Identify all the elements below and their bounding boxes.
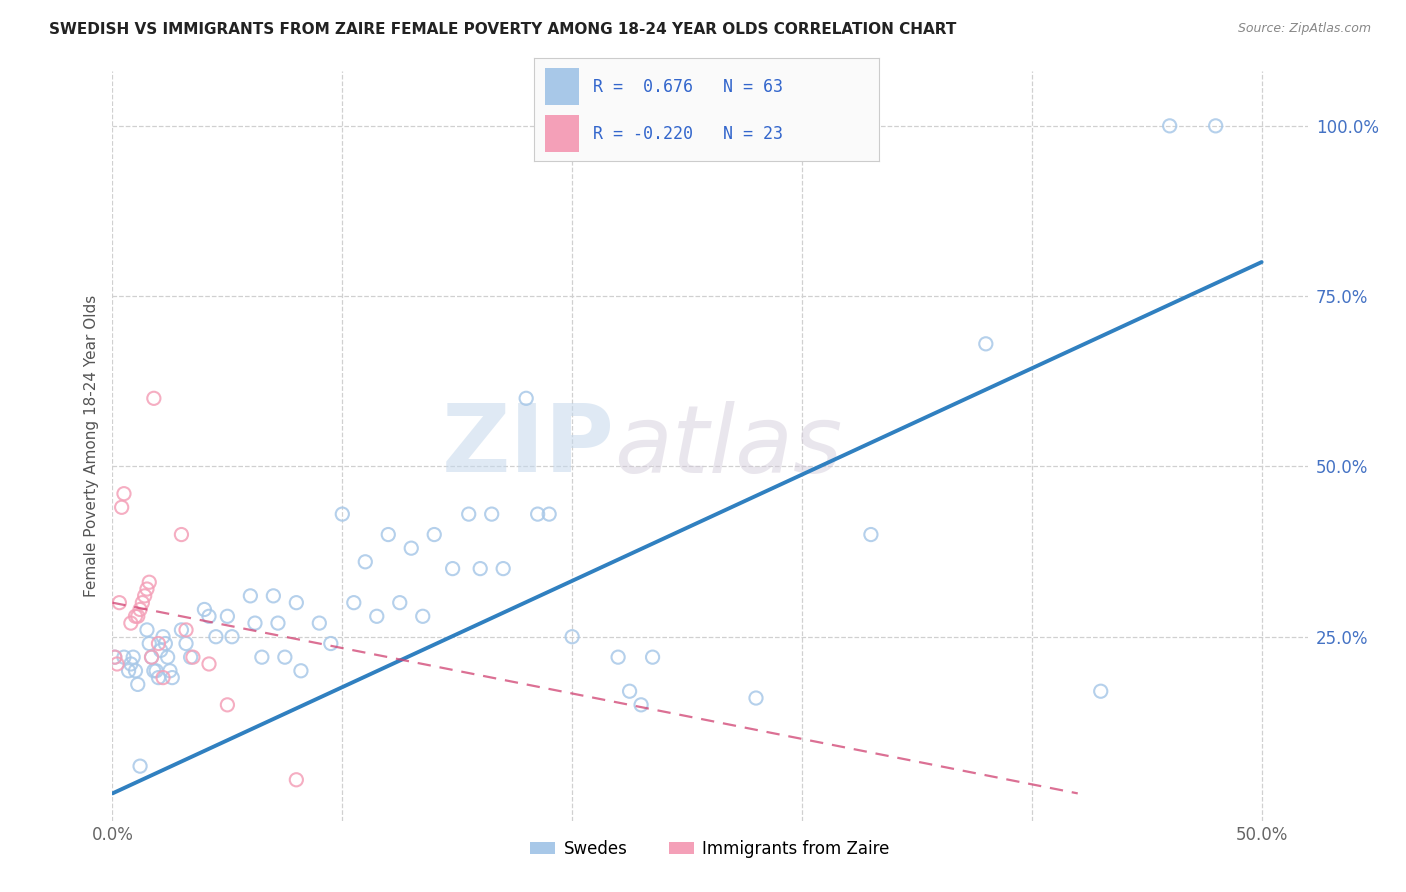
- Point: [180, 650, 202, 665]
- Point: [138, 575, 160, 590]
- Point: [1159, 119, 1181, 133]
- Point: [120, 616, 142, 631]
- Point: [343, 596, 366, 610]
- Point: [221, 630, 243, 644]
- Point: [138, 636, 160, 650]
- Point: [619, 684, 641, 698]
- Point: [457, 507, 479, 521]
- Point: [152, 671, 174, 685]
- Point: [538, 507, 561, 521]
- Point: [561, 630, 583, 644]
- Text: ZIP: ZIP: [441, 400, 614, 492]
- Point: [388, 596, 411, 610]
- Point: [142, 664, 165, 678]
- Point: [239, 589, 262, 603]
- Point: [156, 650, 179, 665]
- Point: [193, 602, 215, 616]
- Point: [526, 507, 548, 521]
- Point: [423, 527, 446, 541]
- Point: [285, 772, 308, 787]
- Point: [441, 561, 464, 575]
- Point: [131, 596, 153, 610]
- Point: [181, 650, 204, 665]
- Point: [412, 609, 434, 624]
- Point: [515, 392, 537, 406]
- Point: [401, 541, 423, 556]
- Point: [290, 664, 312, 678]
- Point: [745, 691, 768, 706]
- Point: [366, 609, 388, 624]
- Point: [112, 650, 135, 665]
- Point: [630, 698, 652, 712]
- Text: atlas: atlas: [614, 401, 842, 491]
- Point: [152, 630, 174, 644]
- Point: [117, 664, 139, 678]
- Point: [859, 527, 882, 541]
- Point: [607, 650, 630, 665]
- Point: [129, 759, 152, 773]
- Point: [470, 561, 492, 575]
- FancyBboxPatch shape: [544, 115, 579, 153]
- Point: [148, 671, 170, 685]
- Point: [285, 596, 308, 610]
- Point: [205, 630, 228, 644]
- Point: [974, 336, 997, 351]
- Point: [319, 636, 342, 650]
- FancyBboxPatch shape: [544, 69, 579, 105]
- Point: [112, 486, 135, 500]
- Point: [145, 664, 167, 678]
- Point: [108, 596, 131, 610]
- Point: [354, 555, 377, 569]
- Text: Source: ZipAtlas.com: Source: ZipAtlas.com: [1237, 22, 1371, 36]
- Text: SWEDISH VS IMMIGRANTS FROM ZAIRE FEMALE POVERTY AMONG 18-24 YEAR OLDS CORRELATIO: SWEDISH VS IMMIGRANTS FROM ZAIRE FEMALE …: [49, 22, 956, 37]
- Point: [377, 527, 399, 541]
- Point: [148, 636, 170, 650]
- Point: [217, 698, 239, 712]
- Point: [174, 623, 197, 637]
- Point: [159, 664, 181, 678]
- Point: [104, 650, 127, 665]
- Point: [142, 392, 165, 406]
- Point: [243, 616, 266, 631]
- Point: [111, 500, 134, 515]
- Point: [122, 650, 145, 665]
- Point: [141, 650, 163, 665]
- Point: [267, 616, 290, 631]
- Point: [198, 657, 221, 671]
- Point: [127, 609, 149, 624]
- Point: [1205, 119, 1227, 133]
- Point: [250, 650, 273, 665]
- Point: [641, 650, 664, 665]
- Point: [330, 507, 353, 521]
- Text: R =  0.676   N = 63: R = 0.676 N = 63: [593, 78, 783, 95]
- Point: [134, 589, 156, 603]
- Point: [198, 609, 221, 624]
- Text: R = -0.220   N = 23: R = -0.220 N = 23: [593, 125, 783, 143]
- Legend: Swedes, Immigrants from Zaire: Swedes, Immigrants from Zaire: [523, 833, 897, 864]
- Point: [1090, 684, 1112, 698]
- Point: [136, 582, 159, 596]
- Point: [124, 609, 146, 624]
- Point: [104, 650, 127, 665]
- Point: [481, 507, 503, 521]
- Point: [124, 664, 146, 678]
- Point: [120, 657, 142, 671]
- Point: [155, 636, 177, 650]
- Point: [141, 650, 163, 665]
- Point: [274, 650, 297, 665]
- Point: [149, 643, 172, 657]
- Point: [262, 589, 284, 603]
- Point: [170, 623, 193, 637]
- Point: [162, 671, 183, 685]
- Point: [129, 602, 152, 616]
- Point: [308, 616, 330, 631]
- Point: [127, 677, 149, 691]
- Point: [136, 623, 159, 637]
- Y-axis label: Female Poverty Among 18-24 Year Olds: Female Poverty Among 18-24 Year Olds: [83, 295, 98, 597]
- Point: [492, 561, 515, 575]
- Point: [174, 636, 197, 650]
- Point: [105, 657, 128, 671]
- Point: [170, 527, 193, 541]
- Point: [217, 609, 239, 624]
